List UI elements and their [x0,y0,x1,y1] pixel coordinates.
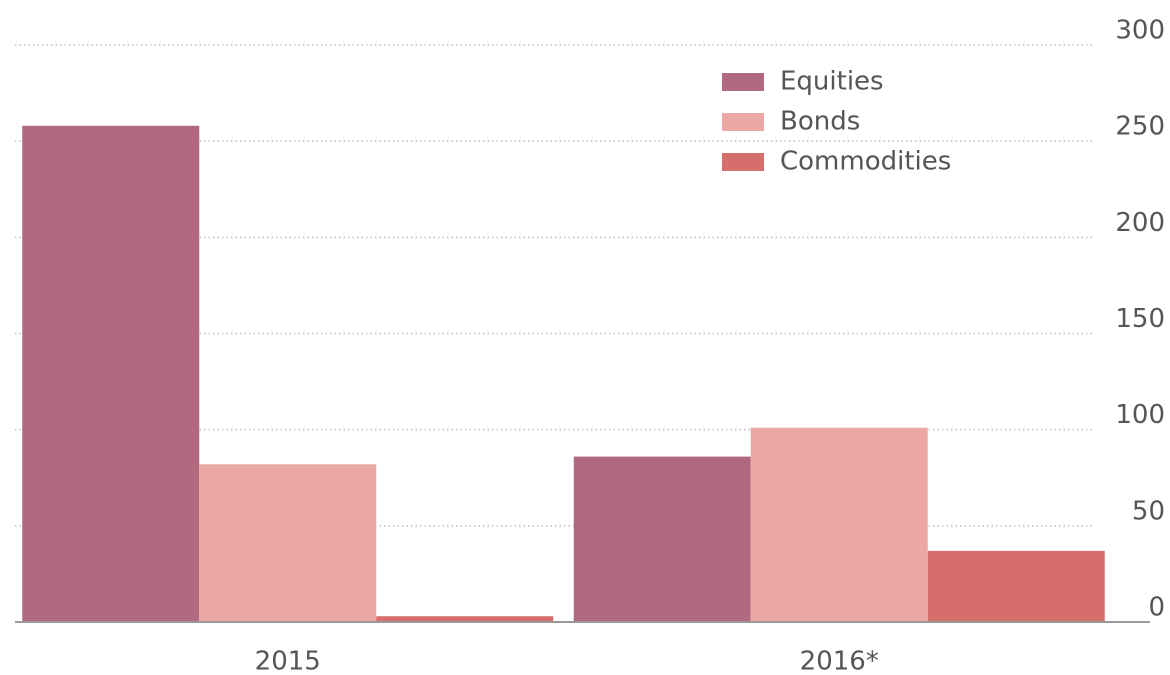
legend-swatch [722,113,764,131]
y-tick-label: 250 [1115,112,1165,142]
bar [750,427,928,622]
y-tick-label: 300 [1115,16,1165,46]
legend-label: Commodities [780,147,951,177]
bar [927,550,1105,622]
y-tick-label: 50 [1132,496,1165,526]
legend-swatch [722,73,764,91]
y-tick-label: 200 [1115,208,1165,238]
bar [22,125,200,622]
bar [376,616,554,622]
legend-label: Bonds [780,107,860,137]
legend-swatch [722,153,764,171]
legend-label: Equities [780,67,884,97]
y-tick-label: 100 [1115,400,1165,430]
x-tick-label: 2015 [255,647,321,675]
y-tick-label: 150 [1115,304,1165,334]
bar [573,456,751,622]
y-tick-label: 0 [1148,593,1165,623]
bar [199,464,377,622]
x-tick-label: 2016* [800,647,879,675]
